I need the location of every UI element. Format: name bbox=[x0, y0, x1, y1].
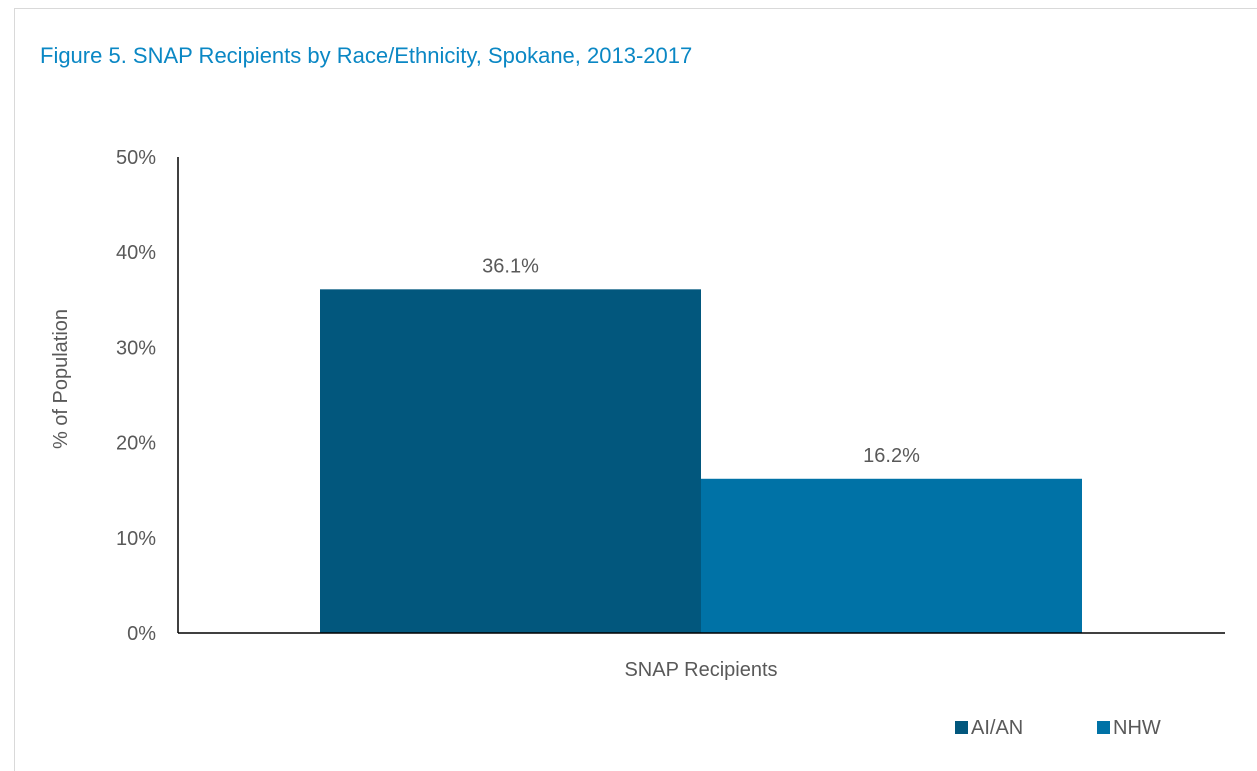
bar-ai-an bbox=[320, 289, 701, 633]
bars bbox=[320, 289, 1082, 633]
y-tick-label: 20% bbox=[116, 433, 156, 455]
y-axis-label: % of Population bbox=[50, 309, 72, 449]
x-category-label: SNAP Recipients bbox=[624, 659, 777, 681]
y-tick-label: 40% bbox=[116, 242, 156, 264]
legend-swatch bbox=[1097, 721, 1110, 734]
bar-value-label: 16.2% bbox=[863, 445, 920, 467]
legend-label: AI/AN bbox=[971, 717, 1023, 739]
y-tick-label: 0% bbox=[127, 623, 156, 645]
legend: AI/AN NHW bbox=[955, 717, 1161, 739]
bar-value-label: 36.1% bbox=[482, 255, 539, 277]
bar-nhw bbox=[701, 478, 1082, 633]
data-labels: 36.1% 16.2% bbox=[482, 255, 920, 466]
chart-title: Figure 5. SNAP Recipients by Race/Ethnic… bbox=[40, 43, 692, 68]
y-tick-label: 30% bbox=[116, 337, 156, 359]
legend-swatch bbox=[955, 721, 968, 734]
legend-label: NHW bbox=[1113, 717, 1161, 739]
y-axis-ticks: 0% 10% 20% 30% 40% 50% bbox=[116, 147, 156, 645]
y-tick-label: 10% bbox=[116, 528, 156, 550]
chart-frame bbox=[14, 8, 1257, 771]
y-tick-label: 50% bbox=[116, 147, 156, 169]
